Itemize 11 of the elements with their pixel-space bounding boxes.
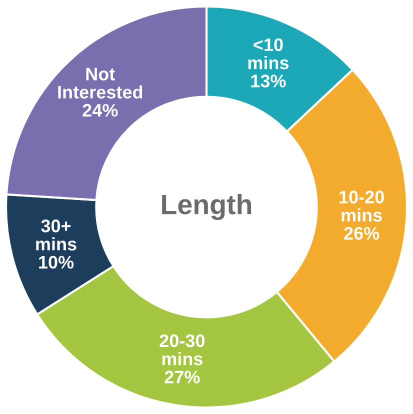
slice-label: 30+ mins [36, 220, 76, 250]
data-label: 13% [251, 74, 286, 88]
text: Length [162, 194, 252, 220]
data-label: 26% [344, 226, 380, 240]
slice-label: 20-30 mins [160, 334, 205, 366]
data-label: 10% [39, 256, 74, 269]
slice-label: <10 mins [248, 38, 289, 70]
slice-label: Not Interested [58, 68, 142, 99]
slice-label: 10-20 mins [340, 190, 384, 222]
data-label: 27% [164, 370, 200, 384]
data-label: 24% [82, 104, 118, 117]
